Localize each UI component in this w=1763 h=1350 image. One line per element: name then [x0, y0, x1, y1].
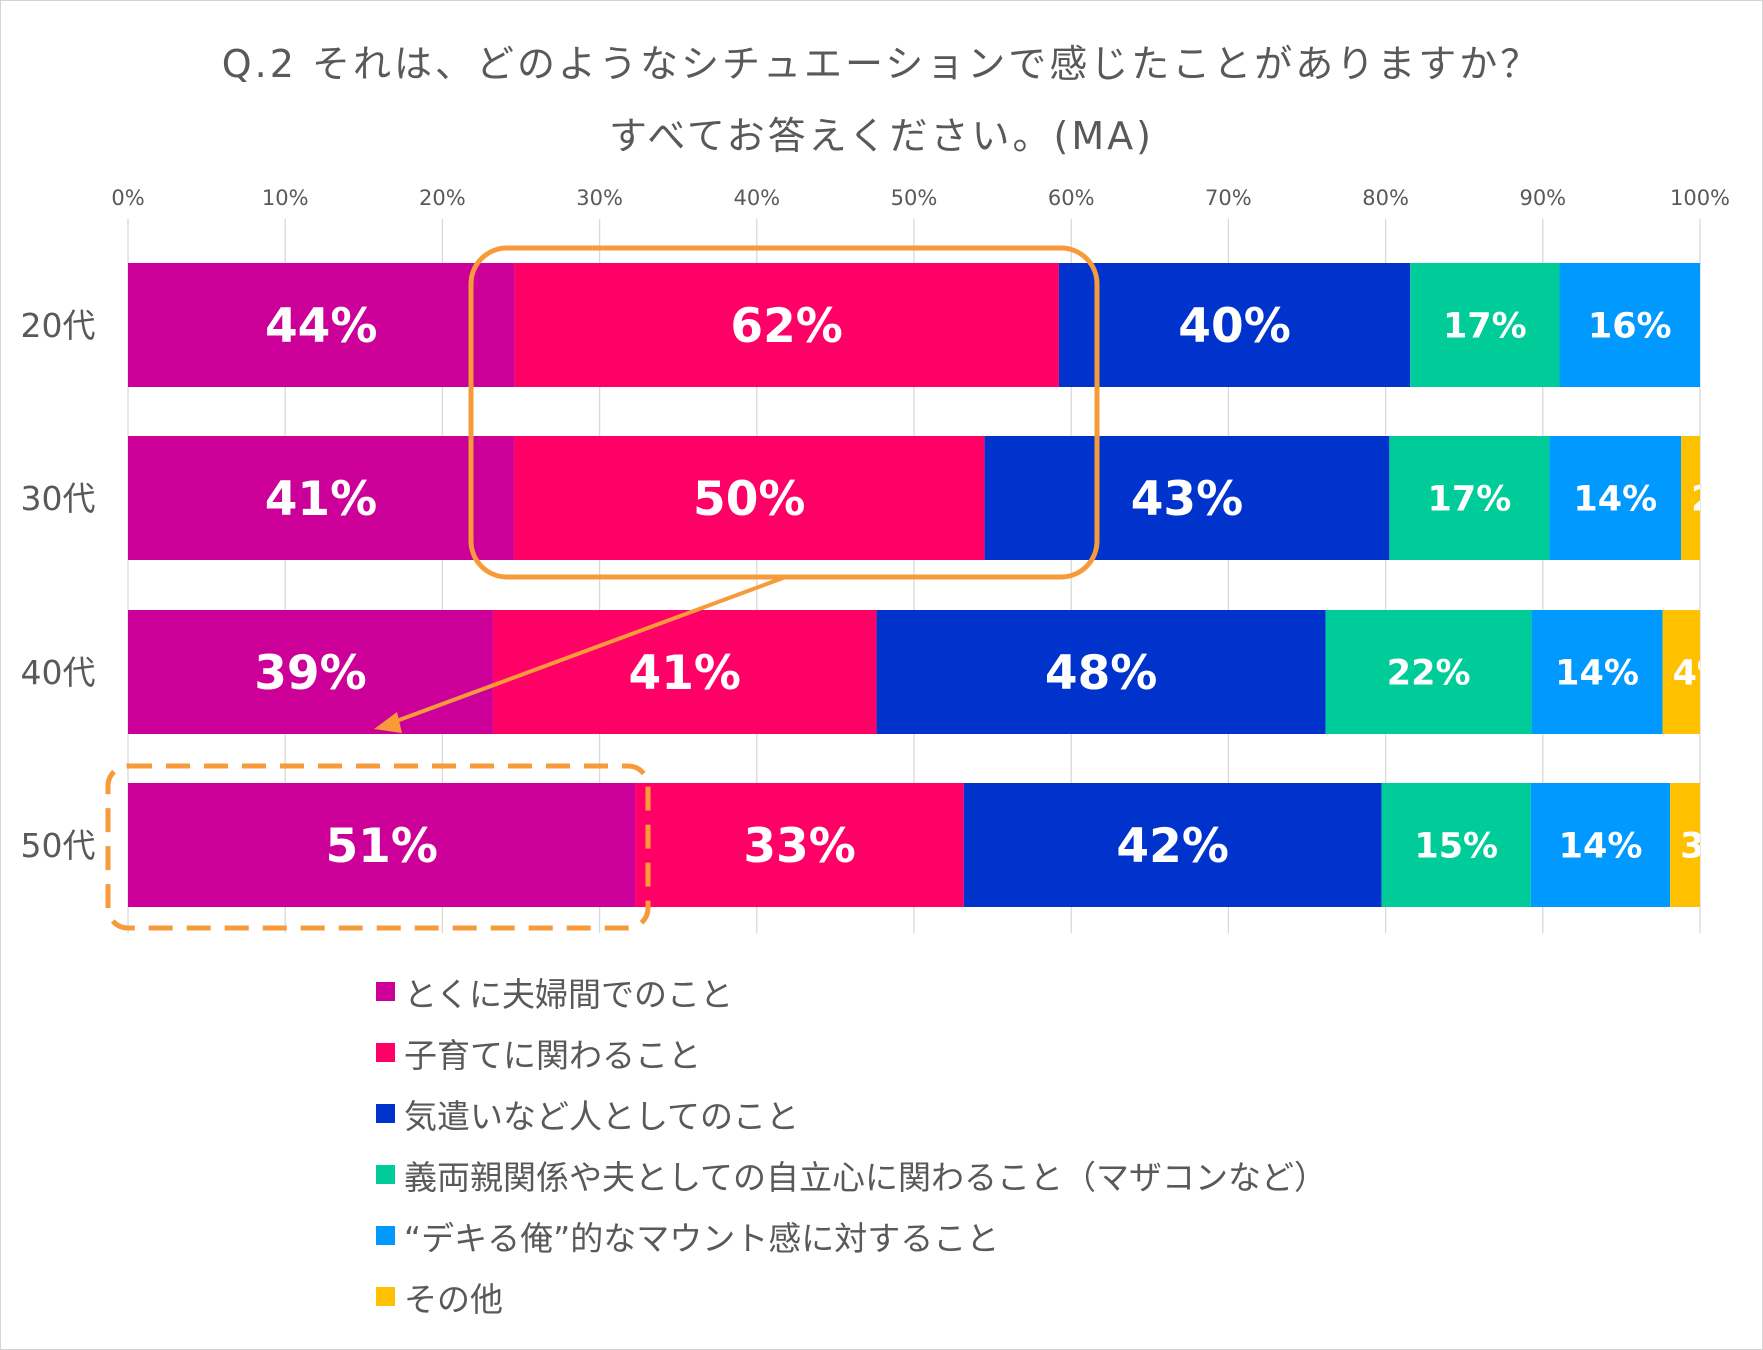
bar-segment [128, 263, 515, 387]
chart-subtitle: すべてお答えください。(MA) [609, 114, 1154, 158]
data-label: 40% [1178, 299, 1291, 354]
data-label: 16% [1588, 307, 1672, 347]
x-tick-label: 20% [419, 186, 466, 210]
data-label: 48% [1045, 646, 1158, 701]
legend-item: 気遣いなど人としてのこと [376, 1083, 1327, 1144]
bar-segment [635, 783, 964, 907]
x-tick-label: 10% [262, 186, 309, 210]
legend-swatch [376, 1226, 395, 1245]
legend-item: 義両親関係や夫としての自立心に関わること（マザコンなど） [376, 1144, 1327, 1205]
highlight-box-couple [105, 763, 651, 931]
legend-label: 気遣いなど人としてのこと [404, 1096, 800, 1136]
bar-segment [128, 610, 493, 734]
legend-item: 子育てに関わること [376, 1022, 1327, 1083]
legend-swatch [376, 1043, 395, 1062]
bar-segment [1058, 263, 1411, 387]
highlight-box-childcare [468, 245, 1100, 580]
x-tick-label: 90% [1519, 186, 1566, 210]
data-label: 44% [265, 299, 378, 354]
bar-segment [1549, 436, 1682, 560]
bar-segment [1410, 263, 1560, 387]
data-label: 14% [1573, 480, 1657, 520]
bar-segment [1381, 783, 1531, 907]
legend-swatch [376, 1165, 395, 1184]
bar-segment [1389, 436, 1550, 560]
highlight-arrow-head [374, 712, 402, 733]
bar-segment [1325, 610, 1532, 734]
bar-segment [514, 263, 1059, 387]
legend-item: その他 [376, 1266, 1327, 1327]
legend-swatch [376, 1104, 395, 1123]
legend-label: 義両親関係や夫としての自立心に関わること（マザコンなど） [404, 1157, 1328, 1197]
bar-segment [1531, 610, 1663, 734]
data-label: 39% [254, 646, 367, 701]
x-tick-label: 70% [1205, 186, 1252, 210]
legend-label: “デキる俺”的なマウント感に対すること [404, 1218, 1000, 1258]
legend-label: とくに夫婦間でのこと [404, 974, 734, 1014]
bar-segment [1530, 783, 1671, 907]
x-tick-label: 40% [733, 186, 780, 210]
data-label: 4% [1673, 654, 1732, 694]
x-tick-label: 80% [1362, 186, 1409, 210]
x-tick-label: 100% [1670, 186, 1730, 210]
bar-segment [1670, 783, 1700, 907]
legend-swatch [376, 1287, 395, 1306]
bar-segment [513, 436, 985, 560]
data-label: 33% [743, 819, 856, 874]
bar-segment [1662, 610, 1700, 734]
data-label: 62% [730, 299, 843, 354]
data-label: 50% [693, 472, 806, 527]
category-label: 50代 [21, 826, 96, 865]
data-label: 0% [1710, 307, 1762, 347]
x-tick-label: 0% [111, 186, 144, 210]
data-label: 14% [1555, 654, 1639, 694]
chart-legend: とくに夫婦間でのこと 子育てに関わること気遣いなど人としてのこと義両親関係や夫とし… [376, 961, 1327, 1327]
bar-segment [1559, 263, 1700, 387]
category-label: 30代 [21, 479, 96, 518]
data-label: 51% [325, 819, 438, 874]
bar-segment [984, 436, 1390, 560]
data-label: 43% [1131, 472, 1244, 527]
data-label: 14% [1559, 827, 1643, 867]
chart-title: Q.2 それは、どのようなシチュエーションで感じたことがありますか？ [221, 42, 1542, 86]
legend-label: 子育てに関わること [404, 1035, 701, 1075]
data-label: 15% [1414, 827, 1498, 867]
legend-item: とくに夫婦間でのこと [376, 961, 1327, 1022]
bar-segment [1681, 436, 1700, 560]
x-tick-label: 50% [891, 186, 938, 210]
data-label: 22% [1387, 654, 1471, 694]
bar-segment [128, 783, 636, 907]
highlight-arrow-line [390, 576, 784, 725]
bar-segment [876, 610, 1326, 734]
data-label: 17% [1427, 480, 1511, 520]
legend-swatch [376, 982, 395, 1001]
category-label: 40代 [21, 653, 96, 692]
legend-item: “デキる俺”的なマウント感に対すること [376, 1205, 1327, 1266]
category-label: 20代 [21, 306, 96, 345]
bar-segment [492, 610, 877, 734]
legend-label: その他 [404, 1279, 503, 1319]
bar-segment [963, 783, 1382, 907]
data-label: 17% [1443, 307, 1527, 347]
x-tick-label: 30% [576, 186, 623, 210]
x-tick-label: 60% [1048, 186, 1095, 210]
data-label: 42% [1116, 819, 1229, 874]
data-label: 3% [1680, 827, 1739, 867]
data-label: 41% [265, 472, 378, 527]
bar-segment [128, 436, 514, 560]
data-label: 41% [629, 646, 742, 701]
data-label: 2% [1691, 480, 1750, 520]
